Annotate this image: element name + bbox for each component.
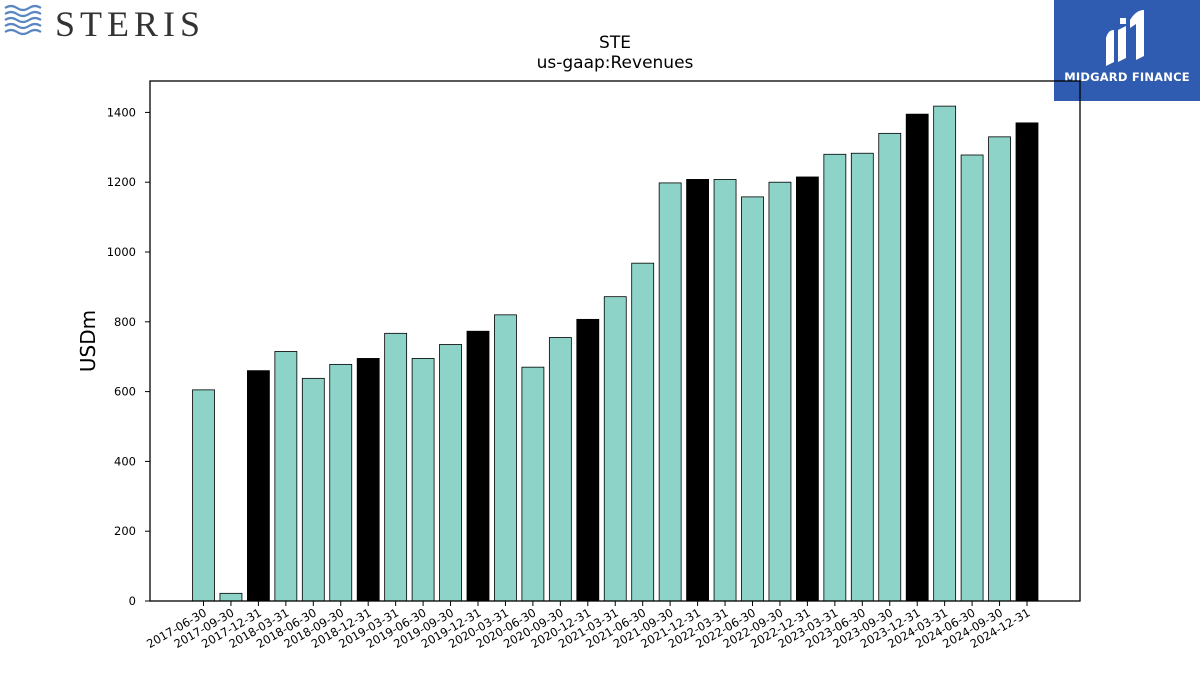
y-tick-label: 0 — [129, 594, 136, 608]
bar-2017-09-30 — [219, 592, 243, 602]
bar-2019-12-31 — [466, 330, 490, 602]
bar-2021-03-31 — [603, 296, 627, 602]
chart-subtitle: us-gaap:Revenues — [537, 53, 694, 73]
bar-2023-03-31 — [823, 153, 847, 602]
bar-2020-03-31 — [494, 314, 517, 602]
y-tick-label: 200 — [114, 524, 136, 538]
bar-2023-09-30 — [878, 132, 902, 602]
midgard-finance-logo: MIDGARD FINANCE — [1054, 0, 1200, 101]
bar-2022-03-31 — [713, 179, 737, 602]
bar-2018-06-30 — [301, 377, 325, 602]
bar-2024-12-31 — [1015, 122, 1039, 602]
bar-2019-03-31 — [384, 332, 408, 602]
bar-2023-12-31 — [905, 113, 929, 602]
y-tick-label: 1200 — [107, 175, 136, 189]
bar-2019-09-30 — [439, 344, 462, 602]
bar-2018-12-31 — [356, 358, 380, 602]
bar-2024-06-30 — [960, 154, 984, 602]
bar-2018-03-31 — [274, 351, 298, 602]
bar-2021-06-30 — [631, 262, 655, 602]
steris-waves-icon — [4, 4, 42, 36]
y-tick-label: 600 — [114, 385, 136, 399]
bar-2017-06-30 — [192, 389, 215, 602]
y-axis-label: USDm — [76, 310, 100, 372]
bar-2019-06-30 — [411, 358, 435, 602]
steris-logo-text: STERIS — [55, 4, 206, 44]
bar-2022-06-30 — [741, 196, 764, 602]
bar-2017-12-31 — [246, 370, 270, 602]
bar-2018-09-30 — [329, 363, 353, 602]
y-tick-label: 1400 — [107, 105, 136, 119]
bar-2020-09-30 — [548, 337, 572, 602]
y-tick-label: 1000 — [107, 245, 136, 259]
bar-2021-09-30 — [658, 182, 682, 602]
chart-title: STE — [599, 33, 631, 53]
bar-2022-09-30 — [768, 181, 792, 602]
bar-2021-12-31 — [686, 179, 709, 602]
bar-2023-06-30 — [850, 152, 874, 602]
y-tick-label: 400 — [114, 454, 136, 468]
bar-2020-12-31 — [576, 318, 600, 602]
bar-2022-12-31 — [796, 176, 819, 602]
plot-frame — [149, 80, 1081, 602]
bar-2024-09-30 — [988, 136, 1011, 602]
y-tick-label: 800 — [114, 315, 136, 329]
x-axis-ticks: 2017-06-302017-09-302017-12-312018-03-31… — [144, 601, 1033, 651]
bar-2020-06-30 — [521, 366, 545, 602]
steris-logo: STERIS — [4, 4, 214, 44]
midgard-finance-logo-text: MIDGARD FINANCE — [1064, 70, 1190, 84]
midgard-mark-icon — [1106, 10, 1144, 66]
bars-group — [192, 105, 1039, 602]
bar-2024-03-31 — [933, 105, 957, 602]
y-axis-ticks: 0 200 400 600 800 1000 1200 1400 — [107, 105, 150, 608]
